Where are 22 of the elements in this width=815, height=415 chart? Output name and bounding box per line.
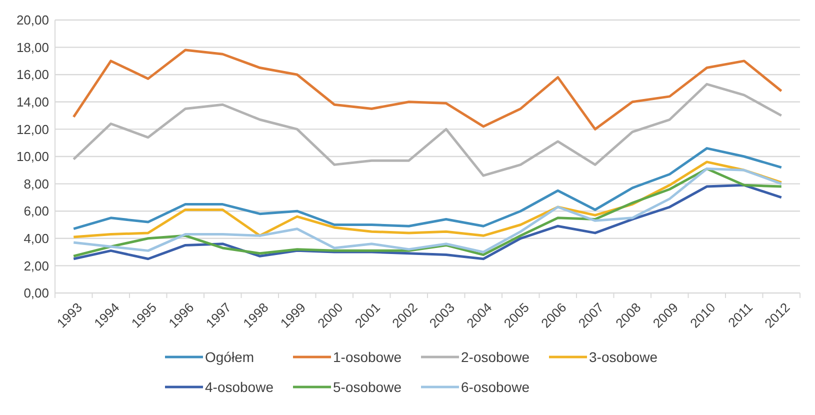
legend-label: 2-osobowe: [461, 348, 530, 365]
y-tick-label: 20,00: [16, 12, 49, 28]
legend-label: 5-osobowe: [333, 378, 402, 395]
y-tick-label: 2,00: [24, 258, 49, 274]
y-tick-label: 14,00: [16, 94, 49, 110]
line-series: [72, 48, 783, 130]
legend-label: 6-osobowe: [461, 378, 530, 395]
y-tick-label: 18,00: [16, 40, 49, 55]
legend-label: 4-osobowe: [205, 378, 274, 395]
line-series: [72, 184, 783, 260]
y-tick-label: 6,00: [24, 204, 49, 219]
y-tick-label: 12,00: [16, 122, 49, 137]
y-tick-label: 16,00: [16, 67, 49, 82]
legend-label: 3-osobowe: [589, 348, 658, 365]
legend-label: 1-osobowe: [333, 348, 402, 365]
y-tick-label: 10,00: [16, 149, 49, 164]
y-tick-label: 4,00: [24, 230, 49, 246]
y-tick-label: 8,00: [24, 176, 49, 192]
legend-label: Ogółem: [205, 348, 254, 365]
line-series: [72, 147, 783, 230]
y-tick-label: 0,00: [24, 286, 49, 301]
line-series: [72, 82, 783, 177]
